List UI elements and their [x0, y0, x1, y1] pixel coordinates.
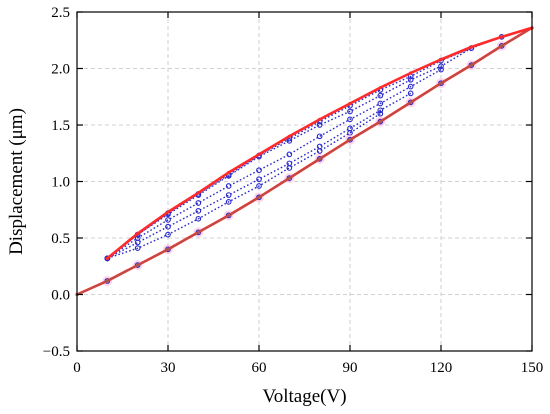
series-point — [438, 63, 444, 70]
series-point — [286, 151, 293, 158]
series-point — [165, 223, 171, 230]
series-point — [196, 191, 200, 195]
series-point — [136, 231, 140, 236]
series-point — [316, 143, 323, 150]
series-point — [104, 255, 111, 262]
series-point — [407, 90, 414, 97]
x-axis-title: Voltage(V) — [262, 386, 346, 407]
series-point — [347, 108, 353, 115]
series-point — [105, 256, 109, 260]
series-point — [377, 92, 384, 99]
series-point — [227, 170, 231, 175]
series-point — [256, 167, 262, 174]
axis-ticks: 0 30 60 90 120 150 −0.5 0.0 0.5 1.0 1.5 2.0 2.5 — [43, 5, 543, 376]
series-point — [287, 134, 291, 138]
series-point — [256, 176, 262, 183]
series-line — [106, 47, 472, 259]
series-point — [256, 183, 262, 189]
series-point — [439, 57, 443, 62]
series-point — [407, 76, 414, 83]
series-point — [378, 120, 382, 124]
series-point — [316, 133, 323, 140]
series-inner-descending — [104, 66, 444, 262]
series-point — [347, 116, 353, 123]
series-point — [134, 239, 141, 246]
grid — [77, 12, 532, 351]
x-tick-label: 90 — [343, 360, 358, 376]
series-point — [225, 192, 232, 198]
series-point — [195, 208, 202, 214]
series-inner-descending — [104, 45, 475, 262]
x-tick-label: 60 — [252, 360, 267, 376]
series-point — [227, 213, 231, 217]
series-point — [378, 86, 382, 90]
series-point — [286, 165, 293, 171]
series-point — [136, 263, 140, 267]
y-axis-title: Displacement (μm) — [6, 108, 27, 255]
series-point — [500, 44, 504, 48]
y-tick-label: 2.0 — [51, 62, 70, 78]
series-point — [225, 183, 232, 189]
series-point — [348, 138, 352, 142]
series-point — [318, 157, 322, 161]
series-line — [107, 113, 381, 259]
series-point — [166, 247, 170, 251]
y-tick-label: 1.0 — [51, 175, 70, 191]
series-point — [377, 110, 384, 117]
series-point — [318, 117, 322, 121]
series-line — [76, 26, 533, 296]
series-point — [166, 210, 170, 214]
series-line — [106, 92, 412, 259]
series-point — [195, 200, 202, 206]
series-point — [438, 66, 444, 73]
series-point — [286, 160, 293, 167]
x-tick-label: 0 — [73, 360, 81, 376]
series-point — [196, 230, 200, 234]
series-point — [257, 195, 261, 199]
x-tick-label: 150 — [521, 360, 544, 376]
series-point — [165, 231, 171, 238]
series-outer-ascending — [75, 26, 534, 297]
series-point — [377, 100, 384, 107]
y-tick-label: 1.5 — [51, 118, 70, 134]
series-point — [469, 45, 473, 49]
series-point — [348, 101, 352, 106]
series-point — [316, 122, 323, 128]
series-point — [286, 137, 293, 144]
series-line — [106, 68, 442, 259]
series-point — [500, 35, 504, 39]
x-tick-label: 30 — [161, 360, 176, 376]
series-point — [377, 107, 384, 114]
series-point — [409, 100, 413, 104]
series-point — [316, 148, 323, 154]
series-point — [407, 83, 414, 90]
series-line-inner — [76, 27, 533, 296]
series-point — [165, 217, 171, 223]
x-tick-label: 120 — [430, 360, 453, 376]
series-point — [287, 176, 291, 180]
series-point — [105, 279, 109, 283]
series-point — [195, 215, 202, 222]
y-tick-label: 2.5 — [51, 5, 70, 21]
series-point — [134, 245, 141, 252]
series-point — [409, 71, 413, 75]
y-tick-label: 0.0 — [51, 288, 70, 304]
series-point — [469, 63, 473, 67]
series-point — [439, 81, 443, 85]
series-point — [225, 198, 232, 205]
series-outer-descending — [105, 26, 534, 260]
y-tick-label: 0.5 — [51, 231, 70, 247]
series-point — [257, 152, 261, 156]
series-inner-descending — [104, 110, 384, 262]
y-tick-label: −0.5 — [43, 344, 70, 360]
series-layer — [75, 26, 534, 297]
